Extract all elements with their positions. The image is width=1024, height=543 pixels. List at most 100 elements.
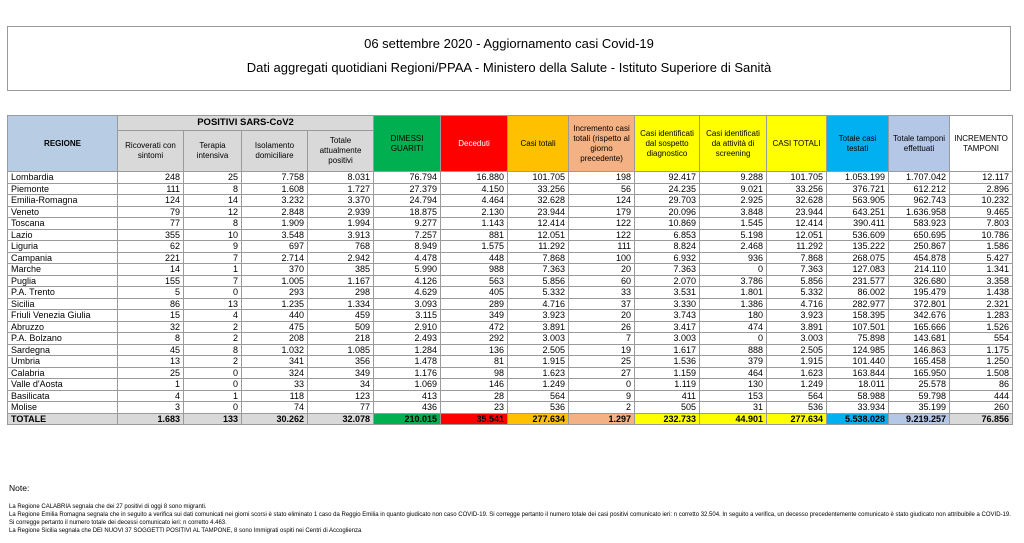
value-cell: 2.130 <box>440 205 509 218</box>
table-row: Calabria 25 0 324 349 1.176 98 1.623 27 1.159 464 1… <box>7 366 1014 379</box>
value-cell: 12.117 <box>949 171 1014 184</box>
report-source-subtitle: Dati aggregati quotidiani Regioni/PPAA -… <box>246 60 772 75</box>
region-name-cell: Sardegna <box>7 343 118 356</box>
value-cell: 124 <box>568 194 636 207</box>
value-cell: 37 <box>568 297 636 310</box>
table-row: Friuli Venezia Giulia 15 4 440 459 3.115 349 3.… <box>7 309 1014 322</box>
total-value-cell: 9.219.257 <box>888 412 951 425</box>
total-label-cell: TOTALE <box>7 412 118 425</box>
value-cell: 3.115 <box>373 309 442 322</box>
value-cell: 768 <box>306 240 375 253</box>
value-cell: 2 <box>183 332 242 345</box>
region-name-cell: Molise <box>7 401 118 414</box>
value-cell: 536.609 <box>826 228 890 241</box>
value-cell: 2.505 <box>766 343 828 356</box>
value-cell: 7 <box>568 332 636 345</box>
value-cell: 1.915 <box>766 355 828 368</box>
table-row: Molise 3 0 74 77 436 23 536 2 505 31 536 33.934 35.19… <box>7 401 1014 414</box>
value-cell: 111 <box>117 182 184 195</box>
value-cell: 9.021 <box>699 182 768 195</box>
value-cell: 143.681 <box>888 332 951 345</box>
value-cell: 12.414 <box>766 217 828 230</box>
total-value-cell: 30.262 <box>241 412 308 425</box>
value-cell: 26 <box>568 320 636 333</box>
value-cell: 0 <box>183 366 242 379</box>
value-cell: 248 <box>117 171 184 184</box>
value-cell: 1.438 <box>949 286 1014 299</box>
value-cell: 472 <box>440 320 509 333</box>
value-cell: 1.508 <box>949 366 1014 379</box>
value-cell: 1 <box>117 378 184 391</box>
value-cell: 6.853 <box>634 228 701 241</box>
value-cell: 231.577 <box>826 274 890 287</box>
table-row: Valle d'Aosta 1 0 33 34 1.069 146 1.249 0 1.119 13… <box>7 378 1014 391</box>
value-cell: 5.856 <box>766 274 828 287</box>
region-name-cell: Marche <box>7 263 118 276</box>
value-cell: 2.942 <box>306 251 375 264</box>
value-cell: 74 <box>241 401 308 414</box>
value-cell: 1.005 <box>241 274 308 287</box>
value-cell: 100 <box>568 251 636 264</box>
value-cell: 563 <box>440 274 509 287</box>
report-title-box: 06 settembre 2020 - Aggiornamento casi C… <box>7 26 1011 91</box>
region-name-cell: Puglia <box>7 274 118 287</box>
value-cell: 60 <box>568 274 636 287</box>
value-cell: 8.031 <box>306 171 375 184</box>
table-row: Veneto 79 12 2.848 2.939 18.875 2.130 23.944 179… <box>7 205 1014 218</box>
value-cell: 3 <box>117 401 184 414</box>
value-cell: 1.053.199 <box>826 171 890 184</box>
total-value-cell: 1.683 <box>117 412 184 425</box>
value-cell: 5.427 <box>949 251 1014 264</box>
table-row: Sardegna 45 8 1.032 1.085 1.284 136 2.505 19 1.61… <box>7 343 1014 356</box>
region-name-cell: Emilia-Romagna <box>7 194 118 207</box>
value-cell: 260 <box>949 401 1014 414</box>
value-cell: 650.695 <box>888 228 951 241</box>
value-cell: 29.703 <box>634 194 701 207</box>
value-cell: 3.232 <box>241 194 308 207</box>
value-cell: 962.743 <box>888 194 951 207</box>
table-body: Lombardia 248 25 7.758 8.031 76.794 16.880 101.… <box>7 171 1014 425</box>
value-cell: 2.468 <box>699 240 768 253</box>
value-cell: 33 <box>568 286 636 299</box>
value-cell: 9.277 <box>373 217 442 230</box>
table-row: Basilicata 4 1 118 123 413 28 564 9 411 153 564 58.9… <box>7 389 1014 402</box>
value-cell: 0 <box>568 378 636 391</box>
value-cell: 86.002 <box>826 286 890 299</box>
note-line: La Regione Sicilia segnala che DEI NUOVI… <box>9 528 362 534</box>
value-cell: 4.478 <box>373 251 442 264</box>
header-casi-totali: Casi totali <box>507 115 570 172</box>
value-cell: 10.232 <box>949 194 1014 207</box>
value-cell: 58.988 <box>826 389 890 402</box>
value-cell: 32.628 <box>507 194 570 207</box>
value-cell: 9 <box>183 240 242 253</box>
value-cell: 282.977 <box>826 297 890 310</box>
region-name-cell: Valle d'Aosta <box>7 378 118 391</box>
value-cell: 198 <box>568 171 636 184</box>
value-cell: 2.714 <box>241 251 308 264</box>
region-name-cell: Campania <box>7 251 118 264</box>
total-value-cell: 232.733 <box>634 412 701 425</box>
value-cell: 16.880 <box>440 171 509 184</box>
table-row: P.A. Bolzano 8 2 208 218 2.493 292 3.003 7 3.003 0… <box>7 332 1014 345</box>
value-cell: 23.944 <box>507 205 570 218</box>
value-cell: 2.505 <box>507 343 570 356</box>
value-cell: 19 <box>568 343 636 356</box>
header-regione: REGIONE <box>7 115 118 172</box>
value-cell: 475 <box>241 320 308 333</box>
total-value-cell: 35.541 <box>440 412 509 425</box>
region-name-cell: P.A. Trento <box>7 286 118 299</box>
value-cell: 35.199 <box>888 401 951 414</box>
value-cell: 165.950 <box>888 366 951 379</box>
value-cell: 218 <box>306 332 375 345</box>
header-screening: Casi identificati da attività di screeni… <box>699 115 768 172</box>
value-cell: 158.395 <box>826 309 890 322</box>
value-cell: 2 <box>183 355 242 368</box>
value-cell: 1.069 <box>373 378 442 391</box>
value-cell: 563.905 <box>826 194 890 207</box>
value-cell: 214.110 <box>888 263 951 276</box>
value-cell: 1.284 <box>373 343 442 356</box>
value-cell: 1.915 <box>507 355 570 368</box>
value-cell: 1.526 <box>949 320 1014 333</box>
value-cell: 8.824 <box>634 240 701 253</box>
value-cell: 7.803 <box>949 217 1014 230</box>
